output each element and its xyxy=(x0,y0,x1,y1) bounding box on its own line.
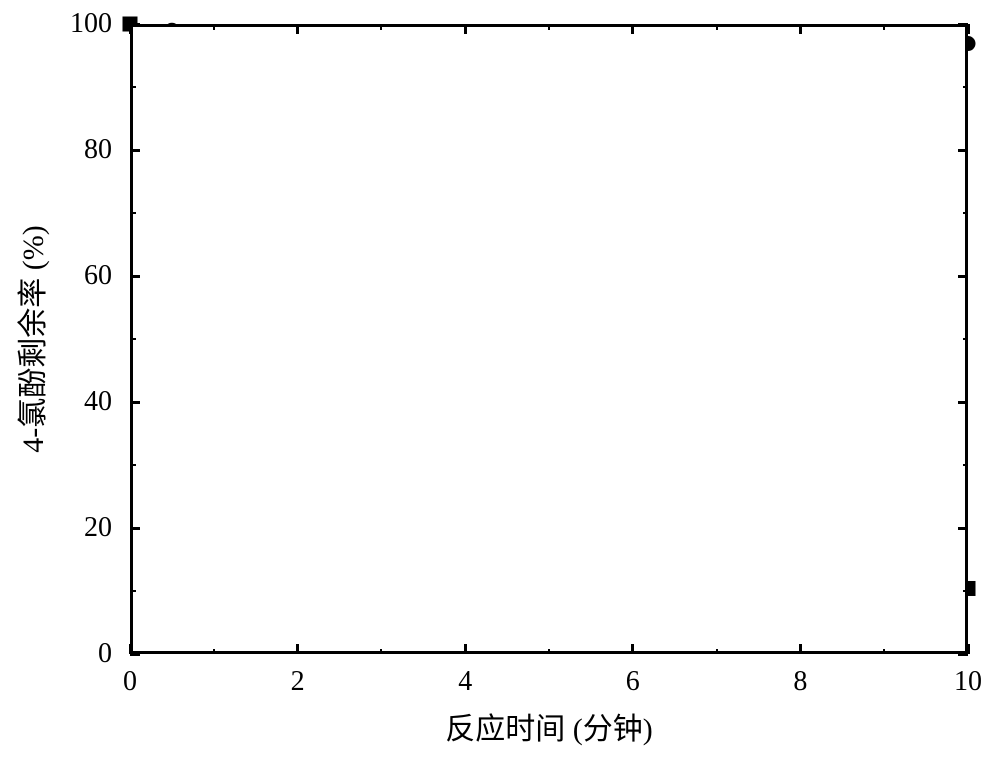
tick-mark xyxy=(130,338,136,340)
tick-mark xyxy=(296,24,299,34)
tick-mark xyxy=(130,590,136,592)
tick-mark xyxy=(130,401,140,404)
tick-mark xyxy=(963,212,969,214)
tick-mark xyxy=(883,649,885,655)
tick-mark xyxy=(799,644,802,654)
tick-mark xyxy=(130,212,136,214)
tick-mark xyxy=(958,149,968,152)
tick-mark xyxy=(716,24,718,30)
tick-mark xyxy=(130,527,140,530)
tick-mark xyxy=(129,24,132,34)
tick-mark xyxy=(129,644,132,654)
tick-mark xyxy=(548,24,550,30)
tick-mark xyxy=(464,644,467,654)
tick-mark xyxy=(380,649,382,655)
tick-mark xyxy=(963,86,969,88)
tick-mark xyxy=(130,149,140,152)
tick-mark xyxy=(958,527,968,530)
tick-mark xyxy=(130,653,140,656)
tick-mark xyxy=(716,649,718,655)
tick-mark xyxy=(380,24,382,30)
tick-mark xyxy=(296,644,299,654)
tick-mark xyxy=(963,338,969,340)
chart-container: 4-氯酚剩余率 (%) 反应时间 (分钟) 020406080100024681… xyxy=(0,0,1000,758)
tick-mark xyxy=(631,24,634,34)
plot-area xyxy=(130,24,968,654)
tick-mark xyxy=(963,464,969,466)
tick-mark xyxy=(799,24,802,34)
tick-mark xyxy=(464,24,467,34)
tick-mark xyxy=(967,24,970,34)
tick-mark xyxy=(631,644,634,654)
tick-mark xyxy=(958,275,968,278)
tick-mark xyxy=(130,275,140,278)
tick-mark xyxy=(967,644,970,654)
tick-mark xyxy=(213,649,215,655)
tick-mark xyxy=(958,401,968,404)
tick-mark xyxy=(130,23,140,26)
tick-mark xyxy=(548,649,550,655)
tick-mark xyxy=(963,590,969,592)
tick-mark xyxy=(213,24,215,30)
tick-mark xyxy=(883,24,885,30)
tick-mark xyxy=(130,86,136,88)
tick-mark xyxy=(130,464,136,466)
